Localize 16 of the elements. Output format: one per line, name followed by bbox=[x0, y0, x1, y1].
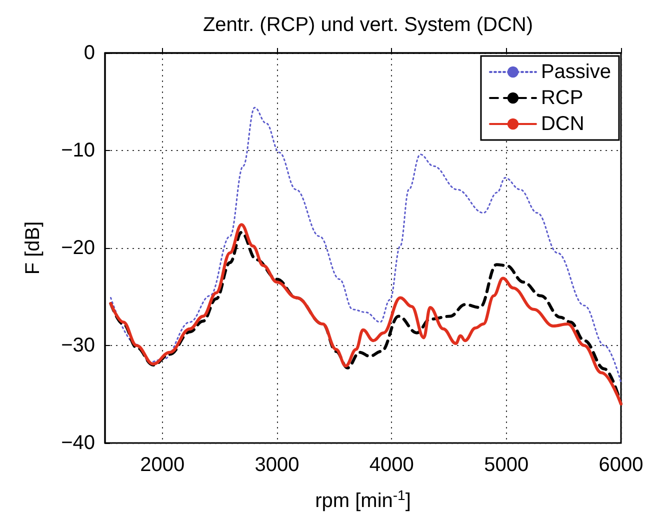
y-tick-label: −10 bbox=[61, 140, 95, 162]
x-tick-label: 4000 bbox=[369, 454, 414, 476]
legend-label: DCN bbox=[540, 113, 584, 135]
y-tick-label: −40 bbox=[61, 432, 95, 454]
legend-label: RCP bbox=[540, 87, 584, 109]
legend-label: Passive bbox=[540, 61, 611, 83]
line-series bbox=[110, 106, 622, 384]
x-tick-label: 2000 bbox=[140, 454, 185, 476]
chart-title: Zentr. (RCP) und vert. System (DCN) bbox=[202, 14, 534, 36]
x-tick-label: 6000 bbox=[598, 454, 644, 476]
x-tick-label: 3000 bbox=[254, 454, 300, 476]
y-tick-label: 0 bbox=[84, 42, 95, 64]
y-tick-label: −30 bbox=[61, 334, 95, 356]
x-tick-label: 5000 bbox=[484, 454, 529, 476]
y-tick-label: −20 bbox=[61, 237, 95, 259]
y-axis-title: F [dB] bbox=[22, 221, 44, 275]
